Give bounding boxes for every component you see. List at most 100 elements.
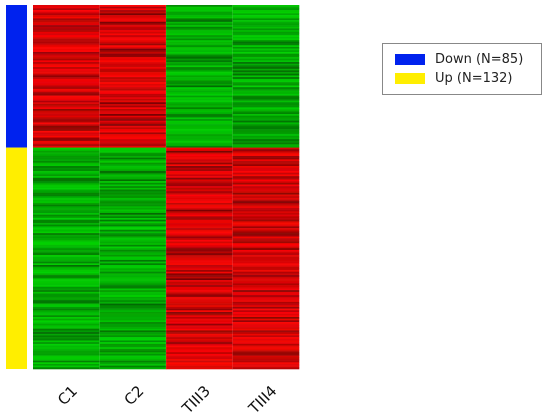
heatmap-cell [33,33,100,36]
heatmap-cell [99,308,167,311]
heatmap-cell [99,296,167,299]
heatmap-cell [232,102,300,105]
heatmap-cell [232,233,300,236]
heatmap-cell [99,293,167,296]
heatmap-cell [99,243,167,246]
heatmap-cell [99,68,167,71]
heatmap-cell [166,288,233,291]
heatmap-cell [99,328,167,331]
heatmap-cell [99,119,167,122]
heatmap-cell [232,164,300,167]
heatmap-cell [99,184,167,187]
heatmap-cell [166,187,233,190]
heatmap-cell [33,57,100,59]
heatmap-cell [99,253,167,256]
heatmap-cell [99,204,167,207]
heatmap-cell [166,72,233,75]
heatmap-cell [166,132,233,135]
heatmap-cell [99,120,167,123]
heatmap-cell [33,75,100,78]
heatmap-cell [232,263,300,266]
heatmap-cell [33,46,100,49]
legend-item-up: Up (N=132) [395,70,512,86]
heatmap-cell [33,149,100,152]
heatmap-cell [232,117,300,120]
heatmap-cell [232,224,300,227]
heatmap-cell [232,352,300,355]
heatmap-cell [232,355,300,358]
heatmap-cell [33,20,100,23]
heatmap-cell [99,129,167,132]
heatmap-cell [99,5,167,7]
heatmap-cell [232,310,300,313]
heatmap-cell [33,254,100,257]
heatmap-cell [33,234,100,237]
heatmap-cell [99,323,167,326]
heatmap-cell [99,6,167,9]
heatmap-cell [99,50,167,53]
heatmap-cell [166,209,233,212]
heatmap-cell [232,244,300,247]
heatmap-cell [232,98,300,101]
heatmap-cell [232,142,300,145]
heatmap-cell [99,249,167,252]
heatmap-cell [33,335,100,338]
heatmap-cell [166,20,233,23]
heatmap-cell [232,40,300,43]
heatmap-cell [232,259,300,262]
heatmap-cell [33,85,100,88]
heatmap-cell [232,50,300,53]
heatmap-cell [232,298,300,301]
legend-swatch-down [395,53,425,65]
heatmap-cell [232,119,300,122]
heatmap-cell [99,350,167,353]
heatmap-cell [99,23,167,26]
heatmap-cell [166,330,233,333]
heatmap-cell [232,179,300,182]
heatmap-cell [33,251,100,254]
heatmap-cell [232,360,300,363]
heatmap-cell [99,150,167,153]
heatmap-cell [232,5,300,7]
heatmap-cell [232,192,300,195]
heatmap-cell [99,276,167,279]
heatmap-cell [33,258,100,261]
heatmap-cell [99,144,167,147]
heatmap-cell [33,298,100,301]
heatmap-cell [166,352,233,355]
heatmap-cell [232,204,300,207]
heatmap-cell [232,72,300,75]
heatmap-cell [33,243,100,246]
heatmap-cell [33,322,100,325]
heatmap-cell [232,20,300,23]
heatmap-cell [99,265,167,267]
heatmap-cell [232,105,300,108]
heatmap-cell [166,362,233,365]
heatmap-cell [33,187,100,190]
heatmap-cell [232,78,300,81]
heatmap-cell [33,365,100,368]
heatmap-cell [33,348,100,351]
heatmap-cell [33,332,100,335]
heatmap-cell [232,60,300,63]
heatmap-cell [33,345,100,348]
heatmap-cell [99,157,167,160]
heatmap-cell [33,303,100,306]
heatmap-cell [166,40,233,43]
heatmap-cell [232,191,300,194]
heatmap-cell [33,10,100,13]
heatmap-cell [232,18,300,21]
heatmap-cell [232,362,300,365]
heatmap-cell [166,256,233,259]
heatmap-cell [166,313,233,316]
heatmap-cell [33,238,100,241]
legend-label-down: Down (N=85) [435,51,524,67]
heatmap-cell [166,184,233,187]
heatmap-cell [166,137,233,140]
heatmap-cell [232,291,300,294]
heatmap-cell [99,100,167,103]
heatmap-cell [232,147,300,150]
heatmap-cell [99,367,167,370]
heatmap-cell [166,224,233,227]
heatmap-cell [166,112,233,115]
